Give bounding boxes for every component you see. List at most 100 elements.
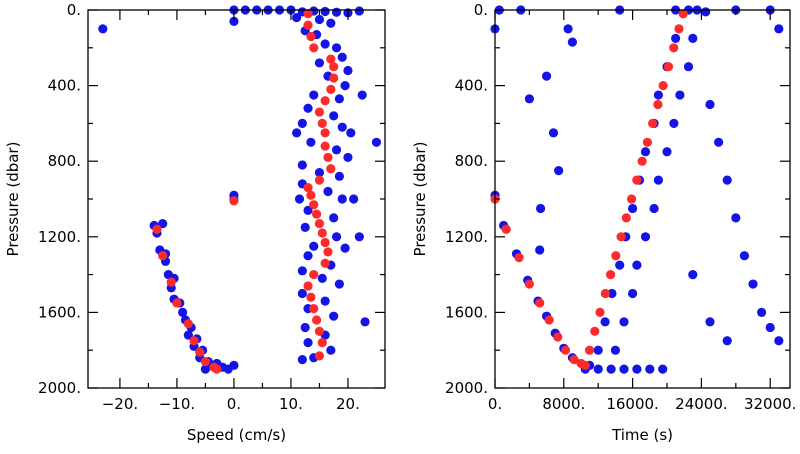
data-point — [632, 175, 642, 185]
data-point — [314, 218, 325, 229]
data-point — [354, 232, 364, 242]
y-tick-label: 0. — [67, 1, 81, 19]
data-point — [329, 311, 339, 321]
data-point — [195, 347, 205, 357]
data-point — [294, 194, 305, 204]
data-point — [320, 6, 330, 17]
data-point — [303, 20, 313, 30]
data-point — [619, 364, 629, 374]
data-point — [309, 200, 319, 210]
data-point — [595, 307, 605, 317]
data-point — [653, 99, 663, 110]
x-tick-label: 32000. — [744, 395, 797, 413]
data-point — [616, 232, 626, 242]
data-point — [590, 326, 600, 336]
data-point — [320, 141, 330, 151]
data-point — [548, 128, 559, 138]
y-tick-label: 0. — [474, 1, 488, 19]
data-point — [619, 317, 629, 327]
data-point — [320, 258, 330, 268]
data-point — [229, 360, 239, 370]
y-tick-label: 2000. — [38, 379, 81, 397]
data-point — [309, 304, 319, 314]
data-point — [765, 322, 775, 333]
data-point — [371, 137, 382, 147]
y-tick-label: 400. — [455, 77, 488, 95]
data-point — [663, 62, 674, 72]
data-point — [653, 90, 664, 100]
data-point — [649, 203, 659, 214]
data-point — [158, 251, 168, 261]
data-point — [309, 270, 319, 280]
data-point — [560, 345, 571, 355]
data-point — [688, 33, 698, 43]
data-point — [658, 81, 668, 91]
y-tick-label: 400. — [48, 77, 81, 95]
data-point — [731, 213, 741, 223]
y-tick-label: 1600. — [445, 303, 488, 321]
data-point — [501, 224, 511, 234]
data-point — [343, 152, 353, 163]
data-point — [648, 118, 658, 128]
y-tick-label: 800. — [455, 152, 488, 170]
data-point — [314, 175, 325, 185]
data-point — [705, 317, 715, 327]
data-point — [524, 94, 535, 104]
data-point — [166, 277, 176, 287]
data-point — [334, 279, 344, 289]
data-point — [306, 190, 316, 200]
x-axis-label: Speed (cm/s) — [187, 426, 286, 444]
data-point — [200, 356, 211, 367]
data-point — [705, 99, 715, 110]
x-axis-label: Time (s) — [611, 426, 673, 444]
x-tick-label: 0. — [227, 395, 241, 413]
x-tick-label: −20. — [102, 395, 138, 413]
data-point — [326, 54, 336, 64]
data-point — [757, 307, 767, 317]
data-point — [688, 270, 698, 280]
data-point — [337, 52, 347, 62]
data-point — [669, 118, 679, 128]
x-tick-label: 0. — [488, 395, 502, 413]
data-point — [637, 156, 647, 166]
data-point — [671, 33, 681, 43]
data-point — [544, 315, 554, 325]
data-point — [640, 147, 651, 157]
data-point — [343, 65, 353, 76]
data-point — [329, 62, 339, 72]
data-point — [607, 288, 617, 299]
data-point — [309, 43, 319, 53]
data-point — [584, 345, 595, 355]
data-point — [569, 355, 579, 365]
data-point — [331, 43, 342, 53]
data-point — [593, 345, 603, 355]
data-point — [306, 137, 316, 147]
data-point — [640, 232, 651, 242]
data-point — [306, 31, 316, 42]
data-point — [662, 147, 672, 157]
data-point — [303, 103, 313, 113]
data-point — [297, 118, 307, 128]
data-point — [314, 14, 325, 25]
y-tick-label: 1600. — [38, 303, 81, 321]
data-point — [200, 364, 211, 374]
data-point — [326, 18, 336, 28]
data-point — [653, 175, 664, 185]
data-point — [314, 326, 325, 336]
data-point — [311, 209, 322, 219]
data-point — [567, 37, 578, 47]
data-point — [329, 213, 339, 223]
data-point — [331, 232, 342, 242]
data-point — [303, 9, 313, 19]
data-point — [645, 364, 655, 374]
data-point — [542, 71, 552, 81]
data-point — [628, 203, 638, 214]
data-point — [674, 24, 684, 34]
data-point — [360, 317, 370, 327]
x-tick-label: −10. — [159, 395, 195, 413]
data-point — [297, 288, 307, 299]
data-point — [739, 251, 750, 261]
data-point — [212, 364, 222, 374]
data-point — [303, 251, 313, 261]
data-point — [229, 16, 239, 26]
